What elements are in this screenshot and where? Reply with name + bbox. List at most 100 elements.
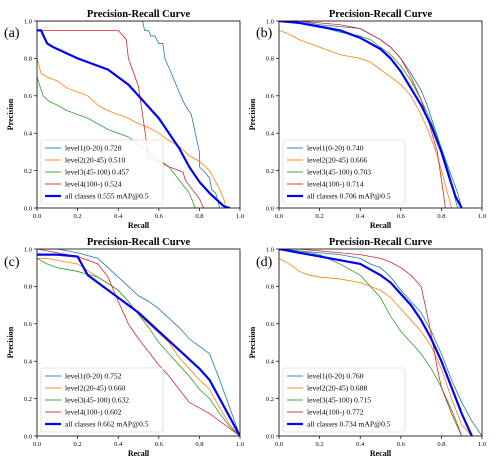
y-tick-label: 1.0 xyxy=(24,18,32,25)
legend-entry: level3(45-100) 0.632 xyxy=(65,396,129,405)
x-tick-label: 0.8 xyxy=(195,213,203,220)
chart-panel-3: (c) Precision-Recall Curve 0.0 0.2 0.4 0.6 0.8… xyxy=(4,237,244,458)
y-axis-label: Precision xyxy=(248,98,257,130)
y-axis-label: Precision xyxy=(6,98,15,130)
x-axis-label: Recall xyxy=(370,449,392,458)
x-tick-label: 0.0 xyxy=(275,441,283,448)
plot-frame xyxy=(278,248,483,437)
legend-entry: level3(45-100) 0.715 xyxy=(307,396,371,405)
series-line-5 xyxy=(279,21,463,208)
x-tick-label: 0.2 xyxy=(74,441,82,448)
y-tick-label: 0.4 xyxy=(266,131,275,138)
legend-entry: level1(0-20) 0.740 xyxy=(307,144,364,153)
legend-entry: all classes 0.706 mAP@0.5 xyxy=(307,192,391,201)
chart-title: Precision-Recall Curve xyxy=(329,9,433,20)
series-line-4 xyxy=(37,249,240,436)
legend-entry: level3(45-100) 0.703 xyxy=(307,168,371,177)
y-tick-label: 1.0 xyxy=(24,246,32,253)
series-group xyxy=(279,21,463,208)
y-tick-label: 1.0 xyxy=(266,18,274,25)
legend-entry: level1(0-20) 0.760 xyxy=(307,372,364,381)
series-line-3 xyxy=(37,76,196,208)
legend-box xyxy=(282,367,406,433)
y-tick-label: 0.0 xyxy=(24,205,32,212)
y-tick-label: 0.2 xyxy=(266,396,274,403)
x-tick-label: 0.2 xyxy=(74,213,82,220)
series-line-5 xyxy=(37,29,231,208)
y-axis-label: Precision xyxy=(248,326,257,358)
series-line-4 xyxy=(279,21,446,208)
x-tick-label: 0.4 xyxy=(114,213,123,220)
series-line-1 xyxy=(279,249,482,436)
legend: level1(0-20) 0.760 level2(20-45) 0.688 lev… xyxy=(282,367,406,433)
series-line-2 xyxy=(37,58,227,208)
x-tick-label: 0.4 xyxy=(114,441,123,448)
legend: level1(0-20) 0.752 level2(20-45) 0.660 lev… xyxy=(40,367,164,433)
x-tick-label: 0.8 xyxy=(437,213,445,220)
legend-entry: level2(20-45) 0.688 xyxy=(307,384,368,393)
y-tick-label: 0.0 xyxy=(24,433,32,440)
series-line-3 xyxy=(37,257,240,436)
x-axis-label: Recall xyxy=(128,221,150,230)
series-line-5 xyxy=(37,253,240,436)
series-group xyxy=(37,21,231,208)
x-axis-label: Recall xyxy=(370,221,392,230)
series-line-4 xyxy=(37,29,204,208)
panel-label: (b) xyxy=(256,26,273,41)
series-line-5 xyxy=(279,249,473,436)
legend-entry: all classes 0.734 mAP@0.5 xyxy=(307,420,391,429)
chart-panel-4: (d) Precision-Recall Curve 0.0 0.2 0.4 0.6 0.8… xyxy=(248,237,486,458)
y-tick-label: 0.8 xyxy=(24,56,32,63)
x-tick-label: 0.6 xyxy=(155,441,164,448)
y-tick-label: 0.6 xyxy=(266,321,275,328)
x-tick-label: 1.0 xyxy=(236,213,244,220)
x-tick-label: 0.2 xyxy=(316,441,324,448)
chart-title: Precision-Recall Curve xyxy=(329,237,433,248)
panel-label: (d) xyxy=(256,255,273,270)
legend-entry: level4(100-) 0.602 xyxy=(65,408,122,417)
series-line-2 xyxy=(279,29,452,208)
panel-label: (c) xyxy=(4,255,20,270)
series-line-1 xyxy=(37,21,221,208)
x-tick-label: 0.6 xyxy=(155,213,164,220)
chart-panel-2: (b) Precision-Recall Curve 0.0 0.2 0.4 0.6 0.8… xyxy=(248,9,486,230)
y-tick-label: 0.0 xyxy=(266,205,274,212)
legend-entry: level1(0-20) 0.752 xyxy=(65,372,122,381)
y-tick-label: 0.4 xyxy=(24,131,33,138)
y-tick-label: 0.2 xyxy=(24,168,32,175)
x-tick-label: 0.4 xyxy=(356,441,365,448)
legend-entry: level4(100-) 0.524 xyxy=(65,180,122,189)
plot-frame xyxy=(278,20,483,209)
legend-entry: level2(20-45) 0.510 xyxy=(65,156,126,165)
y-tick-label: 0.8 xyxy=(24,284,32,291)
legend-entry: level3(45-100) 0.457 xyxy=(65,168,129,177)
legend-box xyxy=(40,139,164,205)
y-tick-label: 0.8 xyxy=(266,284,274,291)
legend-box xyxy=(282,139,406,205)
series-line-4 xyxy=(279,249,463,436)
legend-entry: all classes 0.555 mAP@0.5 xyxy=(65,192,149,201)
x-tick-label: 0.8 xyxy=(195,441,203,448)
x-tick-label: 0.6 xyxy=(397,441,406,448)
legend-entry: all classes 0.662 mAP@0.5 xyxy=(65,420,149,429)
legend-entry: level4(100-) 0.714 xyxy=(307,180,364,189)
series-group xyxy=(279,249,482,436)
y-tick-label: 0.0 xyxy=(266,433,274,440)
y-tick-label: 0.8 xyxy=(266,56,274,63)
y-tick-label: 1.0 xyxy=(266,246,274,253)
panel-label: (a) xyxy=(4,26,20,41)
series-line-1 xyxy=(37,249,240,436)
x-tick-label: 0.8 xyxy=(437,441,445,448)
y-axis-label: Precision xyxy=(6,326,15,358)
x-tick-label: 1.0 xyxy=(478,441,486,448)
legend-entry: level4(100-) 0.772 xyxy=(307,408,364,417)
y-tick-label: 0.6 xyxy=(24,321,33,328)
chart-panel-1: (a) Precision-Recall Curve 0.0 0.2 0.4 0.6 0.8… xyxy=(4,9,244,230)
x-tick-label: 0.4 xyxy=(356,213,365,220)
chart-title: Precision-Recall Curve xyxy=(87,237,191,248)
legend-box xyxy=(40,367,164,433)
series-line-2 xyxy=(37,257,240,436)
x-tick-label: 0.2 xyxy=(316,213,324,220)
plot-frame xyxy=(36,20,241,209)
